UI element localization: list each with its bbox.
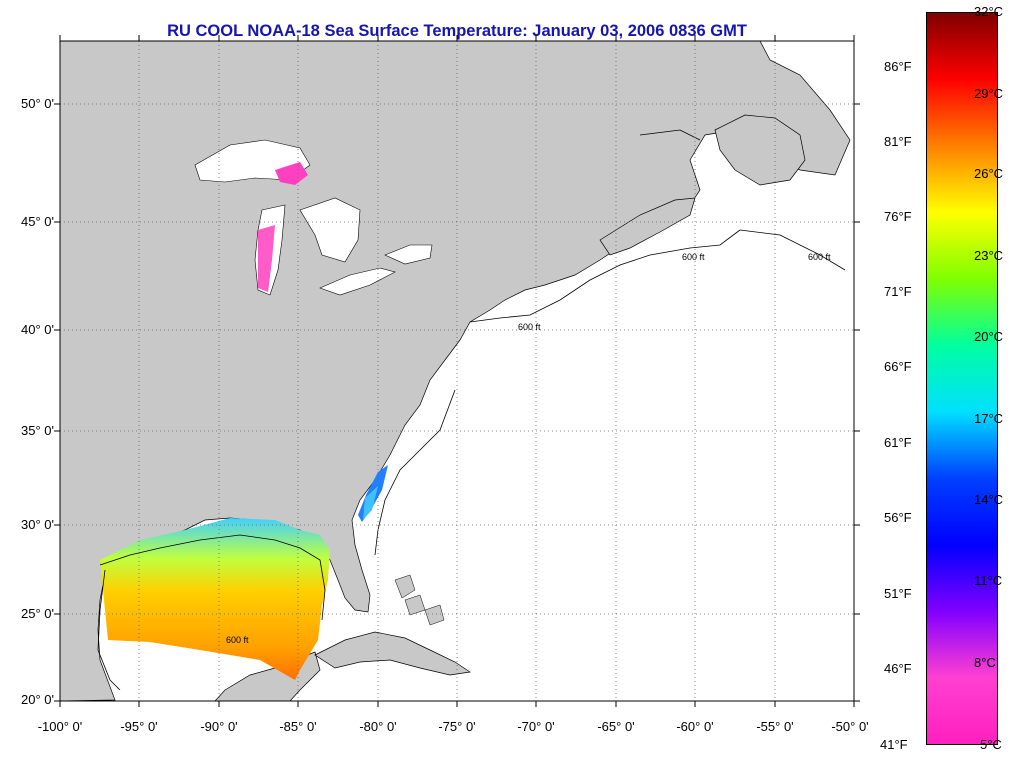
celsius-label: 8°C [974,655,996,670]
celsius-label: 23°C [974,248,1004,263]
fahrenheit-label: 81°F [884,134,912,149]
lon-label: -100° 0' [37,719,83,734]
bahamas-islands [394,574,445,626]
fahrenheit-label: 41°F [880,737,908,752]
fahrenheit-label: 61°F [884,435,912,450]
contour-label: 600 ft [808,252,831,262]
contour-label: 600 ft [518,322,541,332]
sst-swath-gulf [100,518,330,680]
lon-label: -70° 0' [517,719,555,734]
land-nova-scotia [599,197,696,256]
cold-sst-patch [258,225,275,292]
fahrenheit-label: 46°F [884,661,912,676]
lat-label: 40° 0' [21,322,54,337]
lat-label: 20° 0' [21,692,54,707]
celsius-label: 5°C [980,737,1002,752]
fahrenheit-label: 66°F [884,359,912,374]
contour-label: 600 ft [682,252,705,262]
fahrenheit-label: 51°F [884,586,912,601]
contour-label: 600 ft [226,635,249,645]
lat-label: 50° 0' [21,96,54,111]
lon-label: -75° 0' [438,719,476,734]
celsius-label: 32°C [974,4,1004,19]
lat-label: 45° 0' [21,214,54,229]
depth-contour-600ft [97,129,846,691]
lon-label: -90° 0' [200,719,238,734]
fahrenheit-label: 86°F [884,59,912,74]
lat-label: 30° 0' [21,517,54,532]
lake-erie [319,267,396,296]
celsius-label: 20°C [974,329,1004,344]
lon-label: -85° 0' [279,719,317,734]
lon-label: -65° 0' [597,719,635,734]
celsius-label: 17°C [974,411,1004,426]
celsius-label: 26°C [974,166,1004,181]
fahrenheit-label: 56°F [884,510,912,525]
fahrenheit-label: 71°F [884,284,912,299]
lake-ontario [384,244,433,265]
temperature-colorbar [926,12,998,745]
land-newfoundland [714,114,806,186]
lon-label: -80° 0' [359,719,397,734]
map-title: RU COOL NOAA-18 Sea Surface Temperature:… [167,22,747,40]
lake-huron [299,197,361,263]
celsius-label: 11°C [974,573,1003,588]
lon-label: -55° 0' [756,719,794,734]
lon-label: -50° 0' [831,719,869,734]
cold-sst-patch [275,162,308,185]
lat-label: 25° 0' [21,606,54,621]
lon-label: -60° 0' [676,719,714,734]
lon-label: -95° 0' [120,719,158,734]
fahrenheit-label: 76°F [884,209,912,224]
lat-label: 35° 0' [21,423,54,438]
land-cuba [314,631,471,676]
celsius-label: 14°C [974,492,1004,507]
celsius-label: 29°C [974,86,1004,101]
